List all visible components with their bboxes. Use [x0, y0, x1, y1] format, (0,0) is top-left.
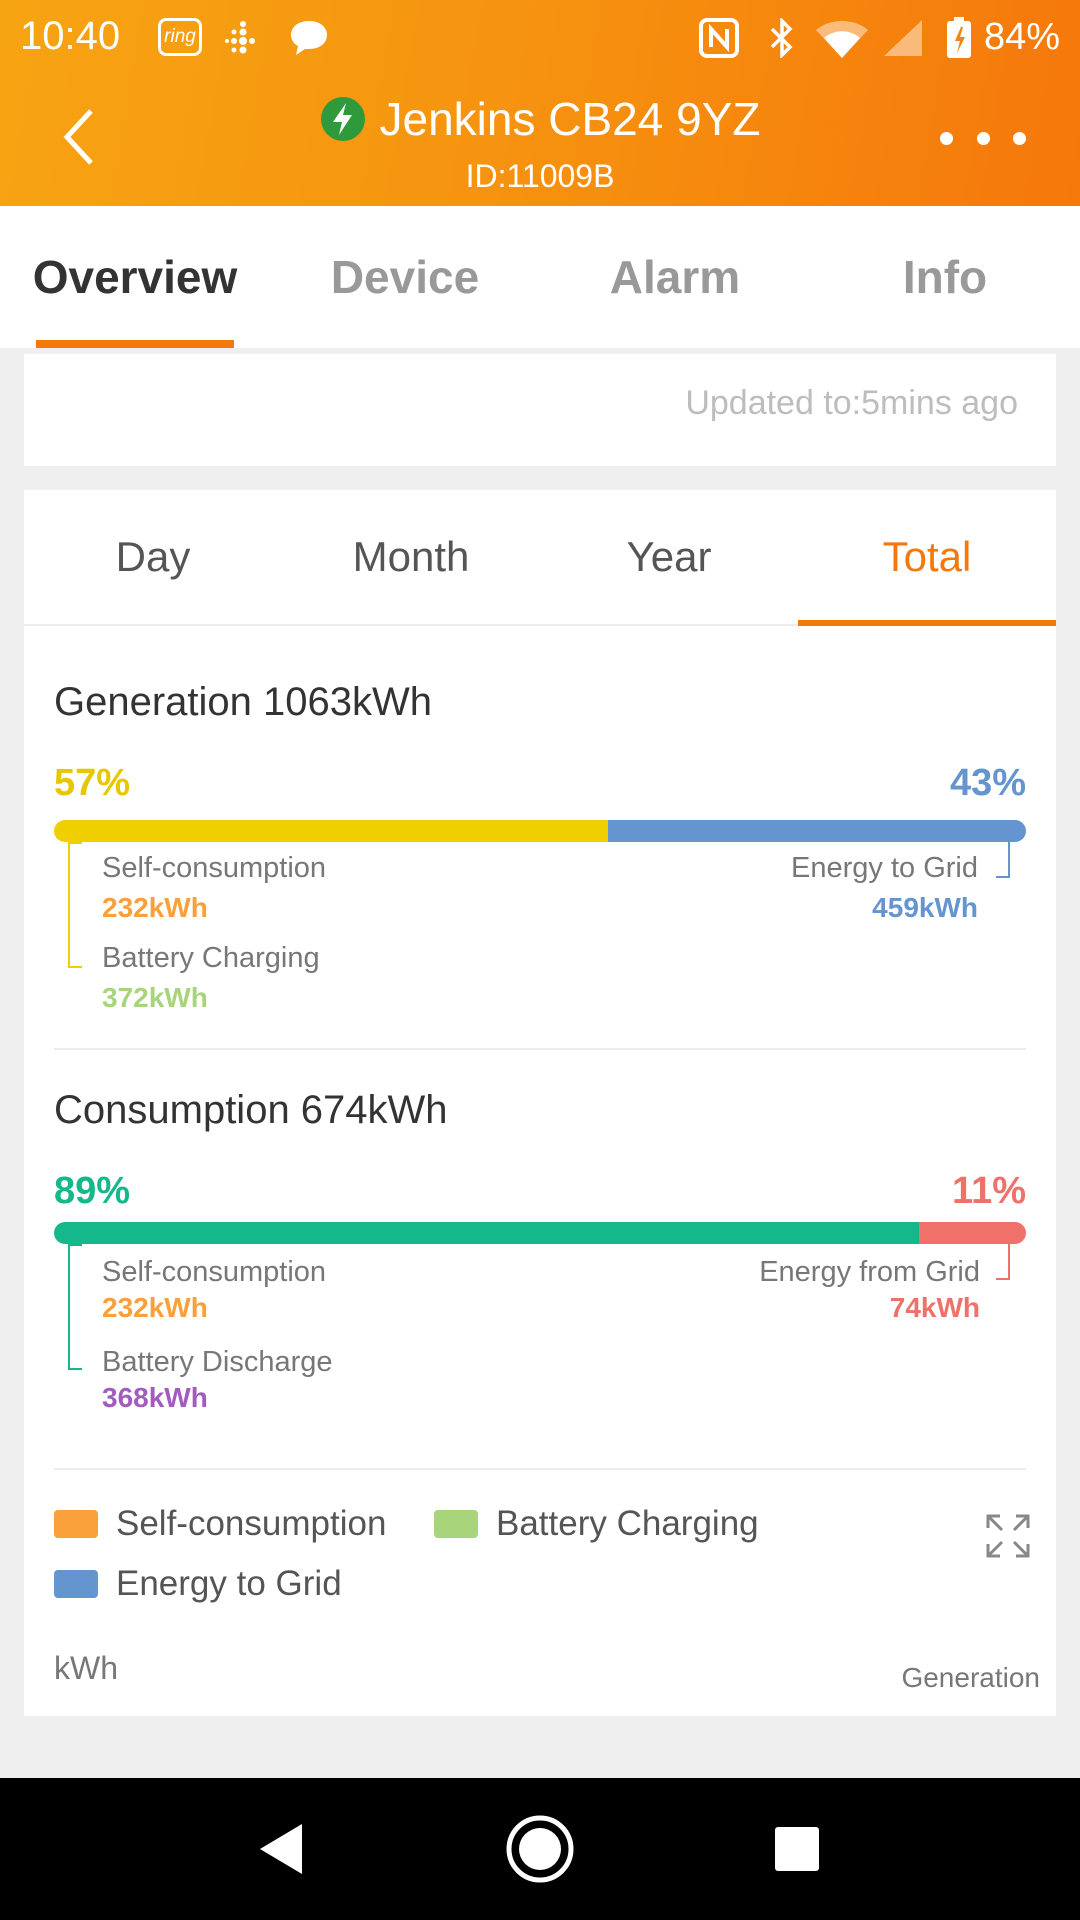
tab-alarm[interactable]: Alarm — [609, 251, 741, 303]
generation-self-pct: 57% — [54, 762, 131, 804]
consumption-bar-grid — [919, 1222, 1026, 1244]
tab-month[interactable]: Month — [352, 533, 470, 580]
more-options-button[interactable] — [940, 118, 1026, 158]
consumption-self-pct: 89% — [54, 1170, 131, 1212]
generation-grid-label: Energy to Grid — [791, 852, 978, 884]
nav-back-button[interactable] — [246, 1814, 316, 1884]
section-divider — [54, 1048, 1026, 1050]
generation-bracket-self — [68, 842, 82, 928]
legend-swatch — [434, 1510, 478, 1538]
consumption-bar — [54, 1222, 1026, 1244]
legend-swatch — [54, 1570, 98, 1598]
status-bar: 10:40 ring 84% — [0, 0, 1080, 74]
wifi-icon — [812, 18, 872, 58]
tab-device[interactable]: Device — [330, 251, 480, 303]
cell-signal-icon — [878, 18, 926, 58]
updated-card: Updated to:5mins ago — [24, 354, 1056, 466]
chat-bubble-icon — [288, 18, 330, 58]
consumption-bracket-grid — [996, 1244, 1010, 1280]
chart-series-label: Generation — [901, 1662, 1040, 1693]
legend-label: Energy to Grid — [116, 1564, 342, 1603]
generation-bracket-grid — [996, 842, 1010, 878]
legend-label: Battery Charging — [496, 1504, 759, 1543]
period-tab-bar: Day Month Year Total — [24, 490, 1056, 626]
generation-grid-value: 459kWh — [872, 892, 978, 923]
tab-day[interactable]: Day — [115, 533, 191, 580]
system-nav-bar — [0, 1778, 1080, 1920]
consumption-grid-value: 74kWh — [889, 1292, 980, 1323]
expand-icon[interactable] — [984, 1512, 1032, 1560]
chart-unit-label: kWh — [54, 1650, 118, 1686]
generation-battery-label: Battery Charging — [102, 942, 320, 974]
bluetooth-icon — [762, 18, 802, 58]
nav-home-button[interactable] — [505, 1814, 575, 1884]
legend-label: Self-consumption — [116, 1504, 387, 1543]
consumption-self-label: Self-consumption — [102, 1256, 327, 1288]
app-header: 10:40 ring 84% — [0, 0, 1080, 206]
battery-percentage: 84% — [984, 16, 1061, 58]
generation-bar-grid — [608, 820, 1026, 842]
generation-self-label: Self-consumption — [102, 852, 327, 884]
consumption-bar-self — [54, 1222, 920, 1244]
consumption-title: Consumption 674kWh — [54, 1088, 448, 1132]
updated-text: Updated to:5mins ago — [685, 384, 1018, 422]
main-tab-bar: Overview Device Alarm Info — [0, 206, 1080, 348]
tab-year[interactable]: Year — [626, 533, 712, 580]
generation-bar-self — [54, 820, 609, 842]
generation-grid-pct: 43% — [949, 762, 1026, 804]
back-button[interactable] — [46, 104, 112, 170]
tab-total[interactable]: Total — [798, 490, 1056, 626]
generation-bar — [54, 820, 1026, 842]
generation-title: Generation 1063kWh — [54, 680, 433, 724]
generation-battery-value: 372kWh — [102, 982, 208, 1013]
battery-charging-icon — [944, 17, 974, 58]
tab-info[interactable]: Info — [902, 251, 988, 303]
consumption-bracket-self — [68, 1244, 82, 1330]
consumption-bracket-battery — [68, 1328, 82, 1370]
legend-battery-charging: Battery Charging — [434, 1504, 759, 1544]
nav-recents-button[interactable] — [762, 1814, 832, 1884]
more-horizontal-icon — [940, 131, 953, 145]
square-recents-icon — [775, 1827, 819, 1871]
consumption-grid-label: Energy from Grid — [759, 1256, 980, 1288]
generation-bracket-battery — [68, 926, 82, 968]
consumption-battery-value: 368kWh — [102, 1382, 208, 1413]
plant-title-wrap: Jenkins CB24 9YZ — [0, 92, 1080, 147]
plant-name: Jenkins CB24 9YZ — [379, 93, 761, 145]
generation-self-value: 232kWh — [102, 892, 208, 923]
consumption-battery-label: Battery Discharge — [102, 1346, 333, 1378]
tab-overview[interactable]: Overview — [0, 206, 270, 348]
consumption-grid-pct: 11% — [952, 1170, 1026, 1212]
plant-title[interactable]: Jenkins CB24 9YZ — [320, 92, 761, 146]
ring-app-icon: ring — [158, 18, 202, 56]
plant-id: ID:11009B — [465, 158, 615, 194]
triangle-back-icon — [260, 1824, 302, 1874]
circle-home-icon — [506, 1815, 574, 1883]
chevron-left-icon — [63, 109, 93, 165]
consumption-self-value: 232kWh — [102, 1292, 208, 1323]
legend-self-consumption: Self-consumption — [54, 1504, 386, 1544]
fitbit-icon — [222, 18, 264, 58]
nfc-icon — [696, 18, 742, 58]
legend-swatch — [54, 1510, 98, 1538]
legend-energy-to-grid: Energy to Grid — [54, 1564, 342, 1604]
lightning-bolt-icon — [320, 96, 366, 142]
status-time: 10:40 — [20, 14, 121, 58]
section-divider — [54, 1468, 1026, 1470]
energy-card: Day Month Year Total Generation 1063kWh … — [24, 490, 1056, 1716]
